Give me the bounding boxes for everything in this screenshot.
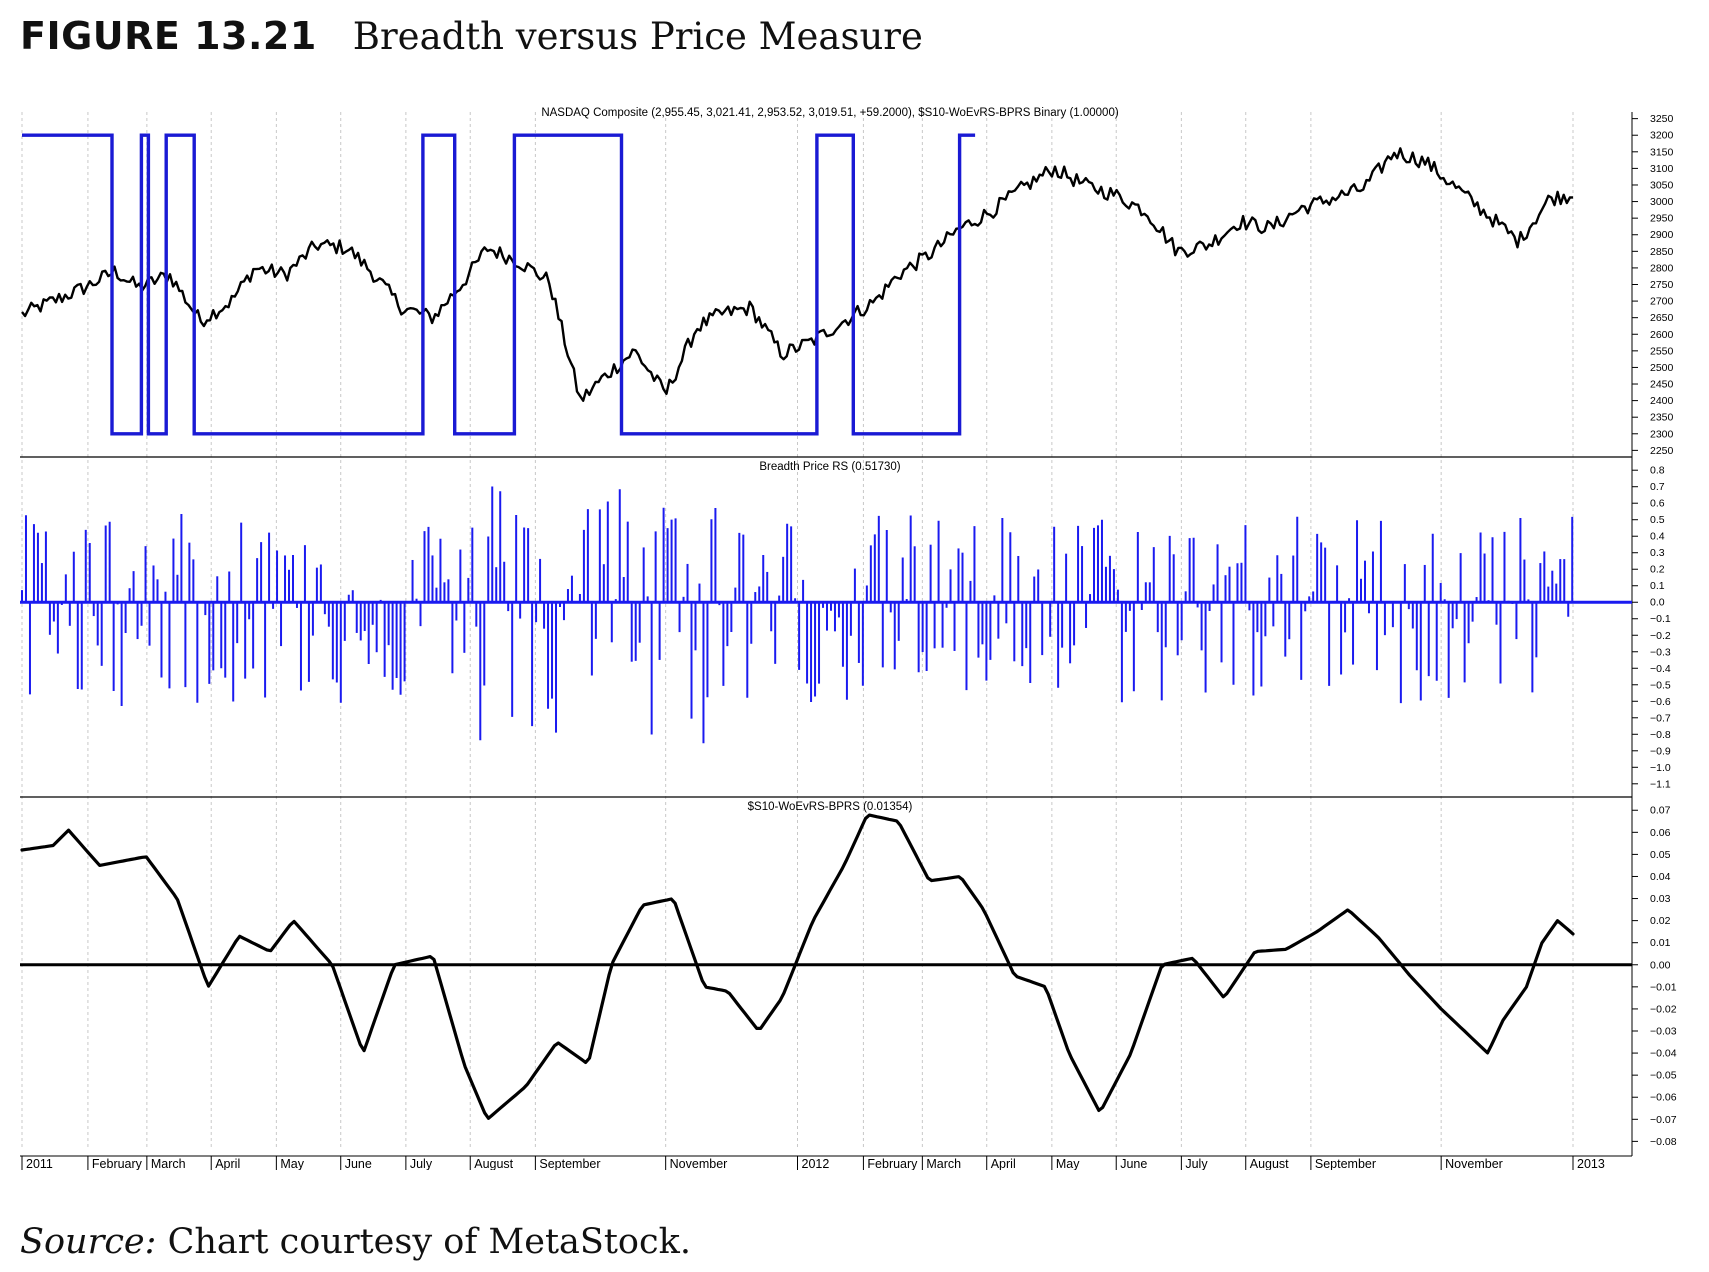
y-tick-label: 0.6 — [1650, 498, 1665, 510]
x-tick-label: June — [1120, 1157, 1147, 1170]
y-tick-label: 2650 — [1650, 312, 1674, 324]
y-tick-label: 0.01 — [1650, 937, 1671, 949]
y-tick-label: −0.5 — [1650, 679, 1671, 691]
y-tick-label: −0.7 — [1650, 712, 1671, 724]
y-tick-label: 2950 — [1650, 213, 1674, 225]
x-tick-label: February — [867, 1157, 918, 1170]
y-tick-label: 0.05 — [1650, 849, 1671, 861]
y-tick-label: −1.1 — [1650, 778, 1671, 790]
y-tick-label: 3000 — [1650, 196, 1674, 208]
x-tick-label: August — [474, 1157, 513, 1170]
y-tick-label: 0.02 — [1650, 915, 1671, 927]
y-tick-label: 0.5 — [1650, 514, 1665, 526]
y-tick-label: 0.1 — [1650, 580, 1665, 592]
y-tick-label: 0.00 — [1650, 959, 1671, 971]
y-tick-label: 0.7 — [1650, 481, 1665, 493]
binary-signal-line — [22, 133, 976, 436]
x-tick-label: June — [345, 1157, 372, 1170]
panel-title: NASDAQ Composite (2,955.45, 3,021.41, 2,… — [541, 107, 1119, 119]
y-tick-label: −0.07 — [1650, 1114, 1677, 1126]
x-tick-label: July — [410, 1157, 433, 1170]
y-tick-label: −0.9 — [1650, 745, 1671, 757]
x-tick-label: February — [92, 1157, 143, 1170]
y-tick-label: 3100 — [1650, 163, 1674, 175]
figure-source: Source: Chart courtesy of MetaStock. — [20, 1222, 691, 1262]
y-tick-label: −0.06 — [1650, 1092, 1677, 1104]
x-tick-label: May — [1056, 1157, 1080, 1170]
y-tick-label: 2250 — [1650, 445, 1674, 457]
figure-header: FIGURE 13.21 Breadth versus Price Measure — [20, 14, 923, 64]
y-tick-label: 0.0 — [1650, 597, 1665, 609]
y-tick-label: 2450 — [1650, 379, 1674, 391]
y-tick-label: 2800 — [1650, 262, 1674, 274]
y-tick-label: −0.01 — [1650, 981, 1677, 993]
y-tick-label: −0.05 — [1650, 1070, 1677, 1082]
y-tick-label: −1.0 — [1650, 762, 1671, 774]
x-tick-label: May — [280, 1157, 304, 1170]
x-tick-label: August — [1250, 1157, 1289, 1170]
panel-title: $S10-WoEvRS-BPRS (0.01354) — [748, 801, 913, 813]
y-tick-label: 0.07 — [1650, 805, 1671, 817]
x-tick-label: September — [539, 1157, 600, 1170]
y-tick-label: 2900 — [1650, 229, 1674, 241]
y-tick-label: −0.4 — [1650, 663, 1671, 675]
figure-title: Breadth versus Price Measure — [352, 15, 923, 58]
x-tick-label: September — [1315, 1157, 1376, 1170]
y-tick-label: 2400 — [1650, 395, 1674, 407]
y-tick-label: −0.04 — [1650, 1048, 1677, 1060]
x-tick-label: November — [670, 1157, 728, 1170]
x-tick-label: 2012 — [802, 1157, 830, 1170]
y-tick-label: −0.2 — [1650, 630, 1671, 642]
nasdaq-price-line — [21, 147, 1574, 402]
y-tick-label: 2600 — [1650, 329, 1674, 341]
x-tick-label: 2011 — [26, 1157, 53, 1170]
y-tick-label: 0.04 — [1650, 871, 1671, 883]
source-text: Chart courtesy of MetaStock. — [156, 1222, 691, 1262]
y-tick-label: 2550 — [1650, 345, 1674, 357]
y-tick-label: 0.2 — [1650, 564, 1665, 576]
x-tick-label: 2013 — [1577, 1157, 1605, 1170]
y-tick-label: 2500 — [1650, 362, 1674, 374]
panel-title: Breadth Price RS (0.51730) — [759, 461, 900, 473]
y-tick-label: −0.3 — [1650, 646, 1671, 658]
y-tick-label: 0.8 — [1650, 465, 1665, 477]
source-label: Source: — [20, 1222, 157, 1262]
x-tick-label: April — [215, 1157, 240, 1170]
x-tick-label: April — [991, 1157, 1016, 1170]
y-tick-label: 3050 — [1650, 179, 1674, 191]
x-tick-label: November — [1445, 1157, 1503, 1170]
y-tick-label: 0.3 — [1650, 547, 1665, 559]
y-tick-label: 2350 — [1650, 412, 1674, 424]
x-tick-label: March — [151, 1157, 186, 1170]
y-tick-label: 2750 — [1650, 279, 1674, 291]
y-tick-label: 2700 — [1650, 296, 1674, 308]
y-tick-label: 2850 — [1650, 246, 1674, 258]
y-tick-label: −0.08 — [1650, 1136, 1677, 1148]
y-tick-label: 0.03 — [1650, 893, 1671, 905]
y-tick-label: 0.4 — [1650, 531, 1665, 543]
y-tick-label: 3200 — [1650, 130, 1674, 142]
y-tick-label: 3150 — [1650, 146, 1674, 158]
y-tick-label: 0.06 — [1650, 827, 1671, 839]
y-tick-label: −0.03 — [1650, 1026, 1677, 1038]
figure-label: FIGURE 13.21 — [20, 14, 317, 58]
y-tick-label: −0.8 — [1650, 729, 1671, 741]
y-tick-label: −0.6 — [1650, 696, 1671, 708]
y-tick-label: −0.02 — [1650, 1003, 1677, 1015]
oscillator-line — [20, 813, 1575, 1120]
y-tick-label: 3250 — [1650, 113, 1674, 125]
x-tick-label: July — [1185, 1157, 1208, 1170]
x-tick-label: March — [926, 1157, 961, 1170]
y-tick-label: 2300 — [1650, 428, 1674, 440]
y-tick-label: −0.1 — [1650, 613, 1671, 625]
chart-canvas: 3250 3200 3150 3100 3050 3000 2950 2900 2850 2800… — [20, 107, 1677, 1170]
